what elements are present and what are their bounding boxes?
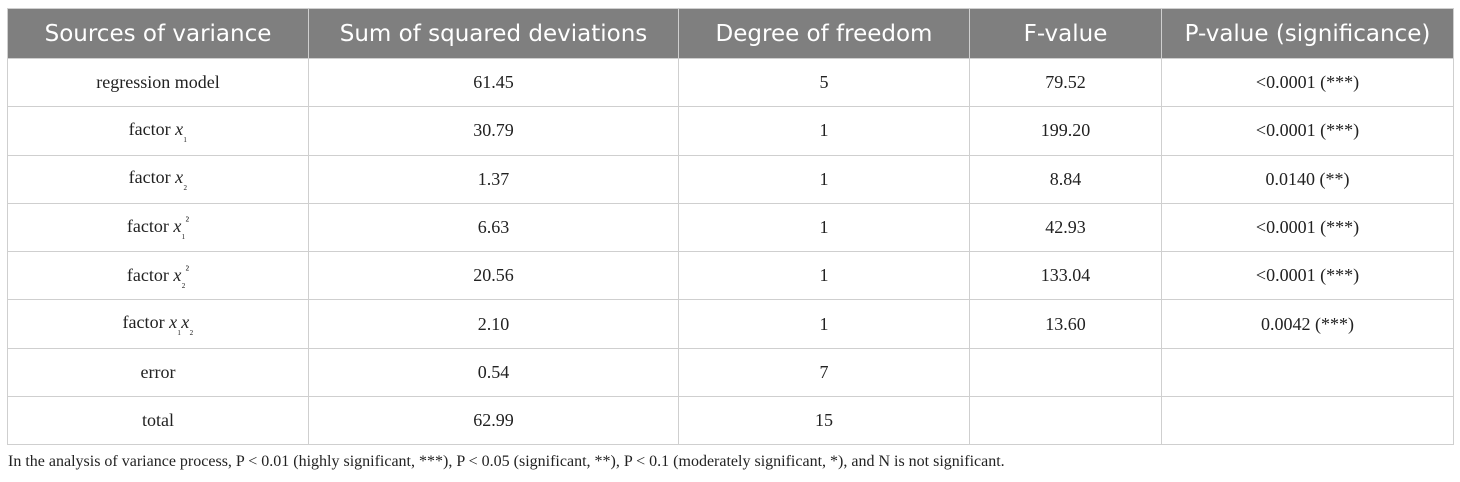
header-row: Sources of variance Sum of squared deviat… bbox=[7, 8, 1454, 59]
footnote: In the analysis of variance process, P <… bbox=[8, 453, 1005, 470]
cell: 8.84 bbox=[969, 154, 1162, 204]
table-row: factor x₂² 20.56 1 133.04 <0.0001 (***) bbox=[7, 251, 1454, 301]
column-header: Degree of freedom bbox=[678, 8, 970, 59]
table-row: factor x₁x₂ 2.10 1 13.60 0.0042 (***) bbox=[7, 299, 1454, 349]
table-row: regression model 61.45 5 79.52 <0.0001 (***) bbox=[7, 57, 1454, 108]
cell: 62.99 bbox=[308, 396, 679, 446]
cell: 1 bbox=[678, 202, 970, 253]
cell: 5 bbox=[678, 57, 970, 108]
cell: <0.0001 (***) bbox=[1161, 251, 1454, 301]
cell: 42.93 bbox=[969, 202, 1162, 253]
cell: 61.45 bbox=[308, 57, 679, 108]
row-label: factor x₂² bbox=[7, 251, 309, 301]
column-header: P-value (significance) bbox=[1161, 8, 1454, 59]
cell: 0.0140 (**) bbox=[1161, 154, 1454, 204]
table-row: factor x₂ 1.37 1 8.84 0.0140 (**) bbox=[7, 154, 1454, 204]
cell bbox=[969, 396, 1162, 446]
column-header: Sum of squared deviations bbox=[308, 8, 679, 59]
cell: <0.0001 (***) bbox=[1161, 202, 1454, 253]
cell: 1 bbox=[678, 251, 970, 301]
table-row: total 62.99 15 bbox=[7, 396, 1454, 446]
column-header: Sources of variance bbox=[7, 8, 309, 59]
table-row: error 0.54 7 bbox=[7, 347, 1454, 398]
row-label: factor x₁² bbox=[7, 202, 309, 253]
cell: 7 bbox=[678, 347, 970, 398]
cell: 13.60 bbox=[969, 299, 1162, 349]
cell: 133.04 bbox=[969, 251, 1162, 301]
cell: 6.63 bbox=[308, 202, 679, 253]
cell: 20.56 bbox=[308, 251, 679, 301]
table-body: regression model 61.45 5 79.52 <0.0001 (***)… bbox=[7, 57, 1454, 446]
anova-table: Sources of variance Sum of squared deviat… bbox=[7, 8, 1454, 446]
cell: 0.54 bbox=[308, 347, 679, 398]
cell: 15 bbox=[678, 396, 970, 446]
row-label: factor x₂ bbox=[7, 154, 309, 204]
table-row: factor x₁ 30.79 1 199.20 <0.0001 (***) bbox=[7, 106, 1454, 156]
cell: 0.0042 (***) bbox=[1161, 299, 1454, 349]
cell: 1 bbox=[678, 154, 970, 204]
column-header: F-value bbox=[969, 8, 1162, 59]
row-label: factor x₁ bbox=[7, 106, 309, 156]
row-label: regression model bbox=[7, 57, 309, 108]
cell: 1.37 bbox=[308, 154, 679, 204]
cell: 79.52 bbox=[969, 57, 1162, 108]
cell bbox=[1161, 396, 1454, 446]
cell bbox=[969, 347, 1162, 398]
cell: 1 bbox=[678, 299, 970, 349]
cell: 199.20 bbox=[969, 106, 1162, 156]
row-label: error bbox=[7, 347, 309, 398]
cell: 1 bbox=[678, 106, 970, 156]
cell: <0.0001 (***) bbox=[1161, 106, 1454, 156]
cell: 2.10 bbox=[308, 299, 679, 349]
row-label: total bbox=[7, 396, 309, 446]
table-row: factor x₁² 6.63 1 42.93 <0.0001 (***) bbox=[7, 202, 1454, 253]
cell bbox=[1161, 347, 1454, 398]
row-label: factor x₁x₂ bbox=[7, 299, 309, 349]
cell: 30.79 bbox=[308, 106, 679, 156]
cell: <0.0001 (***) bbox=[1161, 57, 1454, 108]
